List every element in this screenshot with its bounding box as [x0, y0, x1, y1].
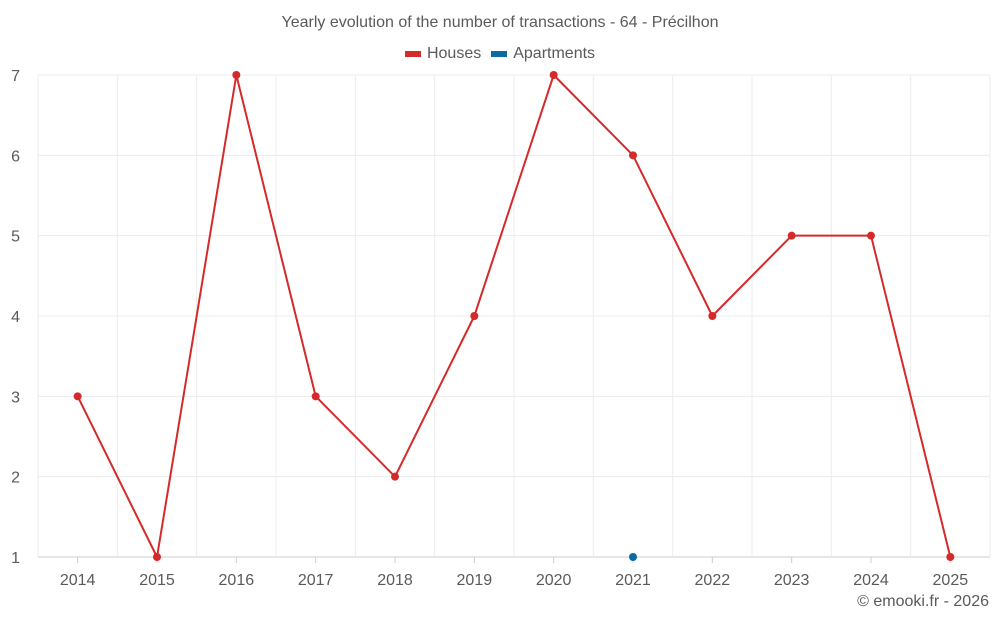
- credit-text: © emooki.fr - 2026: [857, 593, 989, 610]
- data-point-houses: [867, 231, 875, 240]
- legend-label-houses: Houses: [426, 45, 482, 62]
- data-point-houses: [470, 312, 479, 320]
- data-point-houses: [232, 71, 241, 79]
- x-tick-label: 2015: [139, 572, 175, 589]
- data-point-houses: [629, 151, 637, 160]
- legend-swatch-apartments: [491, 51, 508, 57]
- series-line-houses: [76, 74, 952, 558]
- chart-title: Yearly evolution of the number of transa…: [281, 14, 719, 31]
- data-point-houses: [391, 472, 399, 481]
- data-point-houses: [708, 312, 717, 320]
- legend-item-houses[interactable]: Houses: [404, 45, 482, 63]
- y-tick-label: 5: [11, 229, 20, 246]
- legend-swatch-houses: [404, 51, 421, 57]
- x-tick-label: 2020: [536, 572, 572, 589]
- x-tick-label: 2018: [377, 572, 413, 589]
- x-tick-label: 2014: [60, 572, 96, 589]
- data-point-houses: [153, 553, 161, 561]
- legend: Houses Apartments: [0, 45, 1000, 63]
- y-tick-label: 2: [11, 470, 20, 487]
- y-tick-label: 4: [11, 309, 20, 326]
- x-tick-label: 2019: [457, 572, 493, 589]
- x-tick-label: 2025: [933, 572, 969, 589]
- y-tick-label: 3: [11, 389, 20, 406]
- legend-label-apartments: Apartments: [513, 45, 596, 62]
- x-tick-label: 2021: [615, 572, 651, 589]
- x-tick-label: 2023: [774, 572, 810, 589]
- y-tick-label: 1: [11, 550, 20, 567]
- data-point-houses: [73, 392, 82, 401]
- data-point-apartments: [629, 553, 637, 561]
- x-tick-label: 2016: [219, 572, 255, 589]
- data-point-houses: [549, 71, 558, 79]
- x-tick-label: 2022: [695, 572, 731, 589]
- x-tick-label: 2017: [298, 572, 334, 589]
- legend-item-apartments[interactable]: Apartments: [491, 45, 595, 63]
- y-tick-label: 6: [11, 148, 20, 165]
- data-point-houses: [787, 231, 796, 240]
- x-tick-label: 2024: [853, 572, 889, 589]
- y-tick-label: 7: [11, 68, 20, 85]
- data-point-houses: [946, 553, 955, 561]
- data-point-houses: [311, 392, 320, 401]
